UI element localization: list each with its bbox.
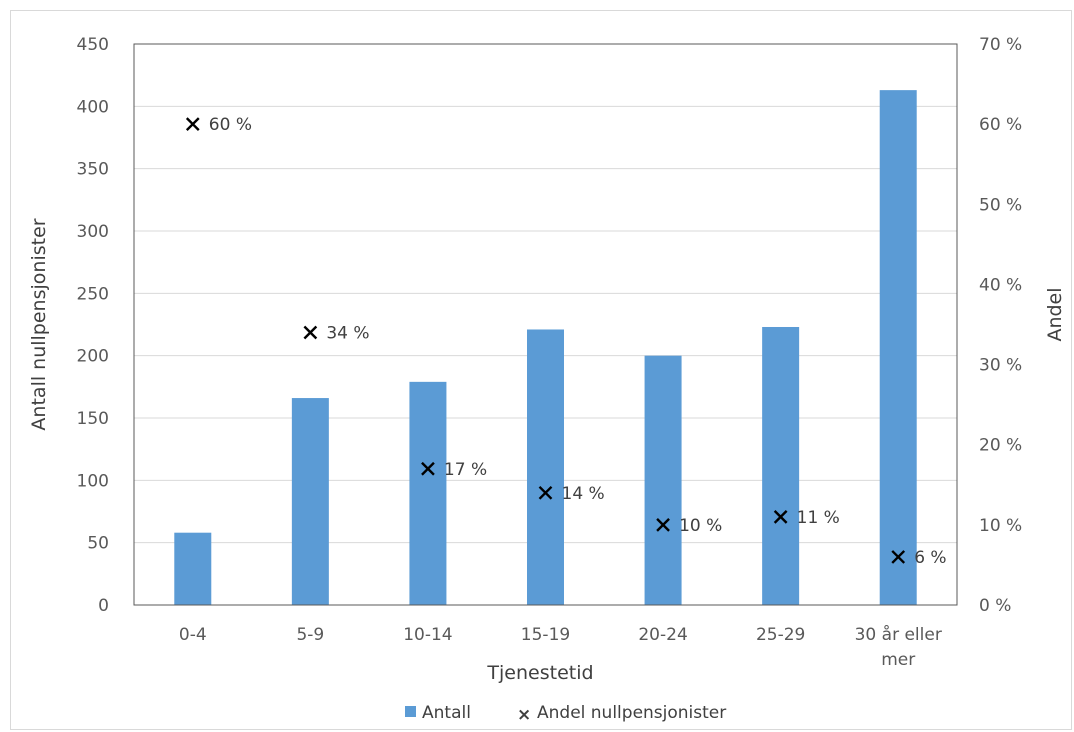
x-tick-label: 15-19 bbox=[521, 625, 570, 645]
y2-tick-label: 40 % bbox=[979, 275, 1022, 295]
y-tick-label: 300 bbox=[77, 222, 109, 242]
legend: Antall × Andel nullpensjonister bbox=[405, 703, 726, 725]
marker-x bbox=[891, 550, 906, 564]
right-axis-ticks: 0 % 10 % 20 % 30 % 40 % 50 % 60 % 70 % bbox=[979, 35, 1022, 616]
y2-tick-label: 60 % bbox=[979, 115, 1022, 135]
marker-stroke bbox=[656, 518, 670, 532]
y2-tick-label: 10 % bbox=[979, 516, 1022, 536]
y-tick-label: 400 bbox=[77, 97, 109, 117]
bar-series bbox=[174, 90, 917, 606]
data-label: 11 % bbox=[797, 508, 840, 528]
marker-stroke bbox=[421, 461, 435, 476]
x-tick-label: mer bbox=[881, 650, 915, 670]
y2-tick-label: 50 % bbox=[979, 195, 1022, 215]
y-tick-label: 450 bbox=[77, 35, 109, 55]
x-tick-label: 30 år eller bbox=[855, 624, 942, 645]
marker-stroke bbox=[891, 550, 906, 564]
bar bbox=[409, 381, 447, 605]
x-tick-label: 20-24 bbox=[638, 625, 687, 645]
marker-x bbox=[421, 461, 435, 476]
y-tick-label: 250 bbox=[77, 284, 109, 304]
chart-frame: 60 % 34 % 17 % 14 % 10 % 11 % 6 % 0 50 100 150 200… bbox=[10, 10, 1072, 730]
marker-stroke bbox=[538, 485, 553, 500]
bar bbox=[174, 532, 212, 605]
marker-x bbox=[538, 485, 553, 500]
y-axis-title: Antall nullpensjonister bbox=[28, 218, 50, 430]
chart: 60 % 34 % 17 % 14 % 10 % 11 % 6 % 0 50 100 150 200… bbox=[28, 35, 1066, 725]
x-tick-label: 0-4 bbox=[179, 625, 207, 645]
y2-tick-label: 30 % bbox=[979, 356, 1022, 376]
y2-axis-title: Andel bbox=[1044, 287, 1066, 341]
bar bbox=[762, 326, 800, 605]
bar bbox=[644, 355, 682, 605]
data-label: 60 % bbox=[209, 115, 252, 135]
plot-area-border bbox=[133, 43, 958, 606]
legend-label-antall: Antall bbox=[422, 703, 471, 723]
x-tick-label: 25-29 bbox=[756, 625, 805, 645]
marker-stroke bbox=[773, 509, 788, 524]
y2-tick-label: 70 % bbox=[979, 35, 1022, 55]
bar bbox=[291, 398, 329, 605]
data-label: 6 % bbox=[914, 548, 946, 568]
bar bbox=[527, 329, 564, 605]
marker-x bbox=[185, 117, 200, 131]
data-label: 10 % bbox=[679, 516, 722, 536]
marker-stroke bbox=[303, 325, 318, 340]
marker-x bbox=[303, 325, 318, 340]
data-label: 34 % bbox=[326, 324, 369, 344]
x-tick-label: 10-14 bbox=[403, 625, 452, 645]
marker-series: 60 % 34 % 17 % 14 % 10 % 11 % 6 % bbox=[185, 115, 947, 568]
y-tick-label: 100 bbox=[77, 471, 109, 491]
marker-stroke bbox=[185, 117, 200, 131]
y2-tick-label: 20 % bbox=[979, 436, 1022, 456]
left-axis-ticks: 0 50 100 150 200 250 300 350 400 450 bbox=[77, 35, 109, 616]
x-axis-ticks: 0-4 5-9 10-14 15-19 20-24 25-29 30 år eller mer bbox=[179, 624, 942, 670]
x-axis-title: Tjenestetid bbox=[486, 662, 593, 684]
data-label: 17 % bbox=[444, 460, 487, 480]
y-tick-label: 200 bbox=[77, 347, 109, 367]
legend-swatch-andel: × bbox=[517, 705, 531, 725]
y-tick-label: 50 bbox=[87, 534, 109, 554]
legend-swatch-antall bbox=[405, 706, 416, 717]
marker-x bbox=[656, 518, 670, 532]
x-tick-label: 5-9 bbox=[296, 625, 324, 645]
bar bbox=[879, 90, 917, 606]
y-tick-label: 150 bbox=[77, 409, 109, 429]
legend-label-andel: Andel nullpensjonister bbox=[537, 703, 726, 723]
data-label: 14 % bbox=[562, 484, 605, 504]
marker-x bbox=[773, 509, 788, 524]
y-tick-label: 0 bbox=[98, 596, 109, 616]
y-tick-label: 350 bbox=[77, 160, 109, 180]
y2-tick-label: 0 % bbox=[979, 596, 1011, 616]
